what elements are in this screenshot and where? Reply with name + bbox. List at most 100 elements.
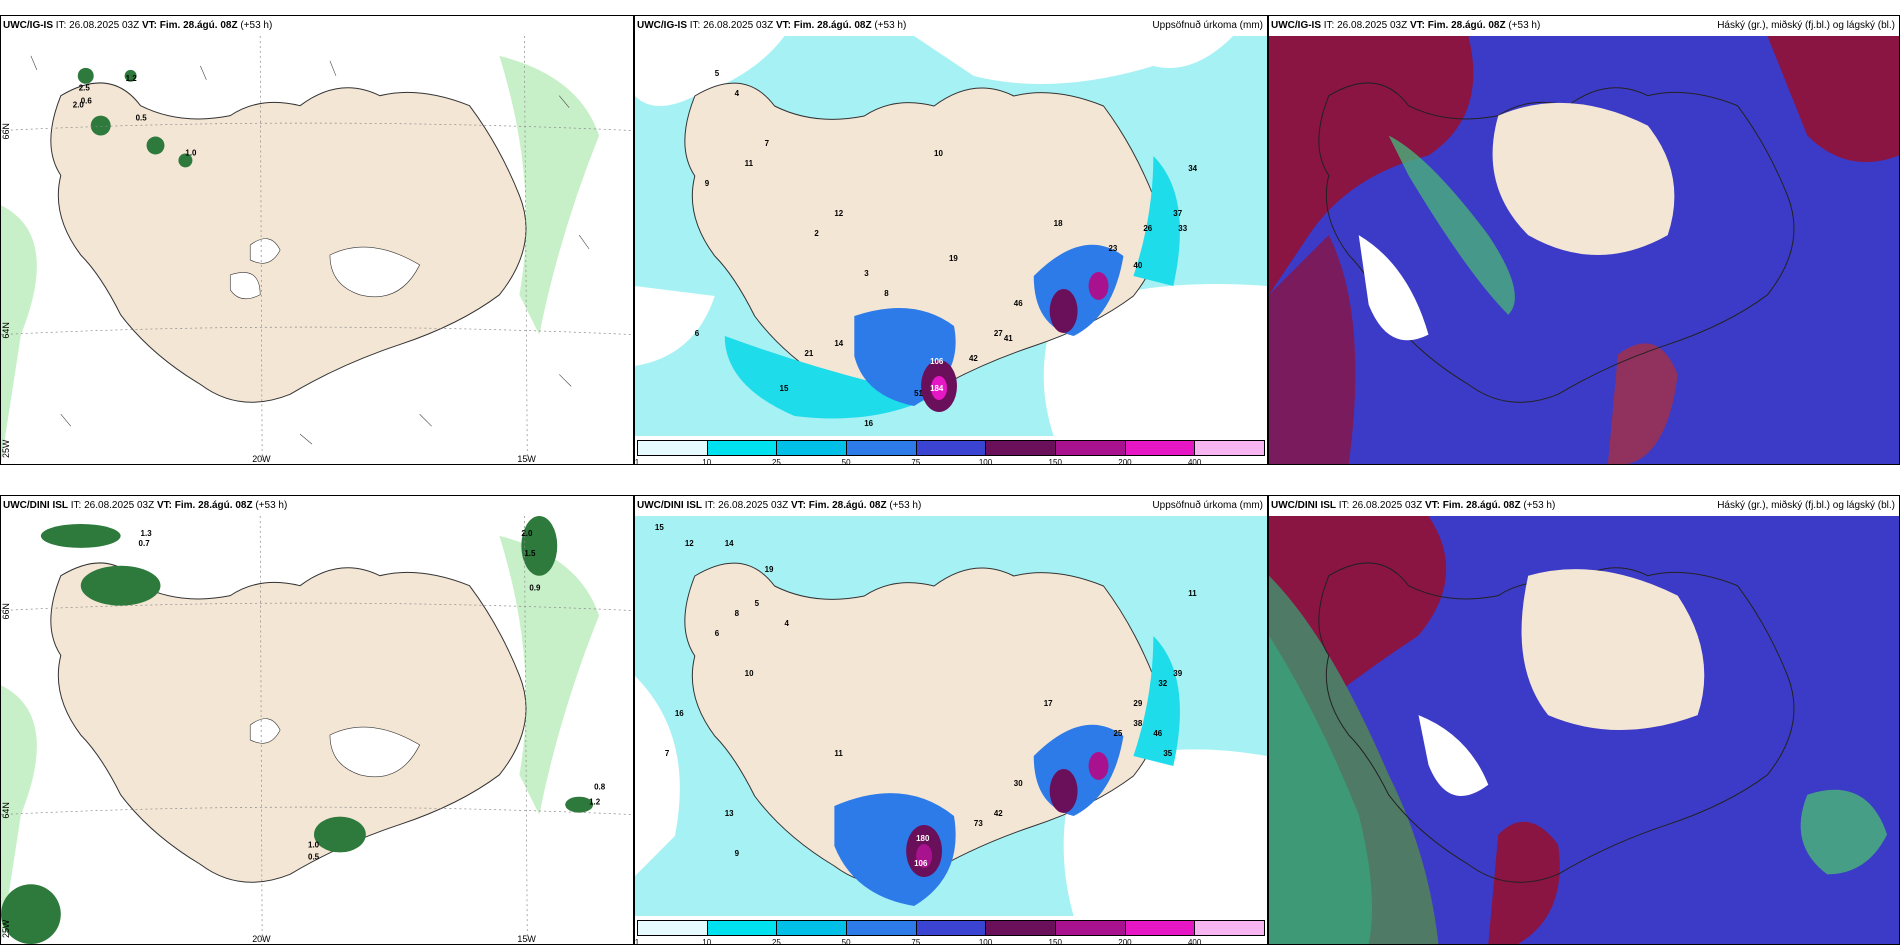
svg-text:19: 19 xyxy=(765,565,774,574)
cloud-map[interactable] xyxy=(1269,36,1899,464)
colorbar-swatch xyxy=(1055,440,1125,456)
colorbar-swatch xyxy=(1124,440,1195,456)
svg-text:46: 46 xyxy=(1153,729,1162,738)
svg-text:13: 13 xyxy=(725,809,734,818)
wind-map[interactable]: 1.3 0.7 2.0 1.5 0.9 0.8 1.2 0.5 1.0 66N … xyxy=(1,516,633,944)
svg-text:51: 51 xyxy=(914,389,923,398)
panel-header: UWC/DINI ISL IT: 26.08.2025 03Z VT: Fim.… xyxy=(3,500,288,511)
svg-text:0.5: 0.5 xyxy=(136,114,148,123)
svg-text:10: 10 xyxy=(934,149,943,158)
colorbar-swatch xyxy=(985,920,1056,936)
colorbar-swatch xyxy=(637,440,707,456)
panel-row1-precip: UWC/IG-IS IT: 26.08.2025 03Z VT: Fim. 28… xyxy=(634,15,1268,465)
panel-row2-cloud: UWC/DINI ISL IT: 26.08.2025 03Z VT: Fim.… xyxy=(1268,495,1900,945)
svg-text:0.8: 0.8 xyxy=(594,783,606,792)
colorbar-labels: 1 10 25 50 75 100 150 200 400 xyxy=(634,458,1202,465)
panel-header: UWC/IG-IS IT: 26.08.2025 03Z VT: Fim. 28… xyxy=(635,16,1267,36)
colorbar-swatch xyxy=(915,440,986,456)
cloud-title: Háský (gr.), miðský (fj.bl.) og lágský (… xyxy=(1717,20,1895,31)
svg-text:35: 35 xyxy=(1163,749,1172,758)
svg-text:0.5: 0.5 xyxy=(308,852,320,861)
svg-text:106: 106 xyxy=(930,357,944,366)
svg-text:4: 4 xyxy=(785,619,790,628)
colorbar-swatch xyxy=(776,440,847,456)
svg-text:46: 46 xyxy=(1014,299,1023,308)
svg-text:3: 3 xyxy=(864,269,869,278)
svg-text:180: 180 xyxy=(916,834,930,843)
svg-text:106: 106 xyxy=(914,859,928,868)
svg-text:2.0: 2.0 xyxy=(73,101,85,110)
colorbar xyxy=(637,920,1266,936)
panel-row2-wind: UWC/DINI ISL IT: 26.08.2025 03Z VT: Fim.… xyxy=(0,495,634,945)
svg-text:32: 32 xyxy=(1158,679,1167,688)
precip-title: Uppsöfnuð úrkoma (mm) xyxy=(1152,500,1263,511)
svg-text:27: 27 xyxy=(994,329,1003,338)
svg-text:0.6: 0.6 xyxy=(81,97,93,106)
svg-text:64N: 64N xyxy=(1,802,11,818)
svg-text:5: 5 xyxy=(715,69,720,78)
cloud-map[interactable] xyxy=(1269,516,1899,944)
svg-text:37: 37 xyxy=(1173,209,1182,218)
svg-text:38: 38 xyxy=(1133,719,1142,728)
precip-title: Uppsöfnuð úrkoma (mm) xyxy=(1152,20,1263,31)
svg-text:25W: 25W xyxy=(1,439,11,458)
precip-map[interactable]: 5 4 7 11 9 2 3 6 8 10 12 14 15 16 21 27 … xyxy=(635,36,1267,436)
svg-text:14: 14 xyxy=(725,539,734,548)
svg-text:10: 10 xyxy=(745,669,754,678)
panel-header: UWC/DINI ISL IT: 26.08.2025 03Z VT: Fim.… xyxy=(1269,496,1899,516)
svg-text:25W: 25W xyxy=(1,919,11,938)
svg-text:15W: 15W xyxy=(517,454,536,464)
svg-text:33: 33 xyxy=(1178,224,1187,233)
panel-header: UWC/IG-IS IT: 26.08.2025 03Z VT: Fim. 28… xyxy=(3,20,273,31)
svg-text:184: 184 xyxy=(930,384,944,393)
svg-text:8: 8 xyxy=(884,289,889,298)
svg-text:9: 9 xyxy=(735,849,740,858)
svg-text:15: 15 xyxy=(655,523,664,532)
svg-text:11: 11 xyxy=(745,159,754,168)
svg-text:64N: 64N xyxy=(1,322,11,338)
svg-text:7: 7 xyxy=(765,139,770,148)
svg-text:25: 25 xyxy=(1113,729,1122,738)
svg-text:26: 26 xyxy=(1143,224,1152,233)
colorbar-labels: 1 10 25 50 75 100 150 200 400 xyxy=(634,938,1202,945)
colorbar-swatch xyxy=(915,920,986,936)
colorbar-swatch xyxy=(706,920,777,936)
panel-row1-wind: UWC/IG-IS IT: 26.08.2025 03Z VT: Fim. 28… xyxy=(0,15,634,465)
panel-row2-precip: UWC/DINI ISL IT: 26.08.2025 03Z VT: Fim.… xyxy=(634,495,1268,945)
svg-text:73: 73 xyxy=(974,819,983,828)
svg-text:42: 42 xyxy=(994,809,1003,818)
panel-row1-cloud: UWC/IG-IS IT: 26.08.2025 03Z VT: Fim. 28… xyxy=(1268,15,1900,465)
svg-text:17: 17 xyxy=(1044,699,1053,708)
wind-map[interactable]: 2.5 0.6 1.2 0.5 1.0 2.0 66N 64N 25W 20W … xyxy=(1,36,633,464)
svg-text:30: 30 xyxy=(1014,779,1023,788)
svg-text:66N: 66N xyxy=(1,123,11,139)
svg-text:40: 40 xyxy=(1133,261,1142,270)
svg-text:23: 23 xyxy=(1109,244,1118,253)
svg-text:6: 6 xyxy=(715,629,720,638)
precip-map[interactable]: 15 12 14 19 5 4 7 8 6 10 16 13 9 11 17 2… xyxy=(635,516,1267,916)
svg-text:0.7: 0.7 xyxy=(139,539,151,548)
colorbar-swatch xyxy=(776,920,847,936)
svg-text:29: 29 xyxy=(1133,699,1142,708)
panel-header: UWC/DINI ISL IT: 26.08.2025 03Z VT: Fim.… xyxy=(635,496,1267,516)
svg-text:11: 11 xyxy=(1188,589,1197,598)
svg-text:20W: 20W xyxy=(252,934,271,944)
svg-text:16: 16 xyxy=(675,709,684,718)
svg-text:5: 5 xyxy=(755,599,760,608)
svg-text:18: 18 xyxy=(1054,219,1063,228)
svg-text:39: 39 xyxy=(1173,669,1182,678)
svg-text:41: 41 xyxy=(1004,334,1013,343)
panel-header: UWC/IG-IS IT: 26.08.2025 03Z VT: Fim. 28… xyxy=(1269,16,1899,36)
colorbar xyxy=(637,440,1266,456)
svg-text:1.0: 1.0 xyxy=(308,840,320,849)
colorbar-swatch xyxy=(985,440,1056,456)
svg-text:2.5: 2.5 xyxy=(79,84,91,93)
colorbar-swatch xyxy=(1194,920,1266,936)
svg-text:7: 7 xyxy=(665,749,670,758)
svg-text:1.0: 1.0 xyxy=(185,148,197,157)
colorbar-swatch xyxy=(1124,920,1195,936)
svg-text:2.0: 2.0 xyxy=(521,529,533,538)
svg-text:0.9: 0.9 xyxy=(529,584,541,593)
colorbar-swatch xyxy=(1055,920,1125,936)
svg-text:15W: 15W xyxy=(517,934,536,944)
